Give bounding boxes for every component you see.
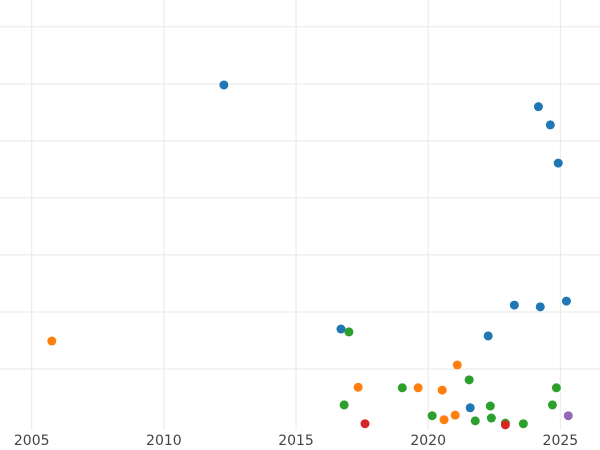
point bbox=[561, 296, 571, 306]
point bbox=[336, 324, 346, 334]
point bbox=[533, 102, 543, 112]
point bbox=[486, 413, 496, 423]
x-tick-label: 2005 bbox=[14, 433, 50, 449]
point bbox=[353, 382, 363, 392]
point bbox=[535, 302, 545, 312]
x-tick-label: 2015 bbox=[278, 433, 314, 449]
point bbox=[219, 80, 229, 90]
point bbox=[439, 415, 449, 425]
point bbox=[470, 416, 480, 426]
point bbox=[413, 383, 423, 393]
point bbox=[360, 419, 370, 429]
x-tick-label: 2025 bbox=[543, 433, 579, 449]
point bbox=[563, 411, 573, 421]
x-tick-label: 2010 bbox=[146, 433, 182, 449]
point bbox=[518, 419, 528, 429]
point bbox=[437, 385, 447, 395]
point bbox=[551, 383, 561, 393]
point bbox=[483, 331, 493, 341]
point bbox=[553, 158, 563, 168]
point bbox=[427, 411, 437, 421]
point bbox=[464, 375, 474, 385]
point bbox=[47, 336, 57, 346]
point bbox=[344, 327, 354, 337]
point bbox=[339, 400, 349, 410]
point bbox=[397, 383, 407, 393]
point bbox=[500, 420, 510, 430]
point bbox=[452, 360, 462, 370]
point bbox=[465, 403, 475, 413]
x-tick-label: 2020 bbox=[410, 433, 446, 449]
point bbox=[485, 401, 495, 411]
point bbox=[545, 120, 555, 130]
point bbox=[547, 400, 557, 410]
point bbox=[450, 410, 460, 420]
point bbox=[509, 300, 519, 310]
